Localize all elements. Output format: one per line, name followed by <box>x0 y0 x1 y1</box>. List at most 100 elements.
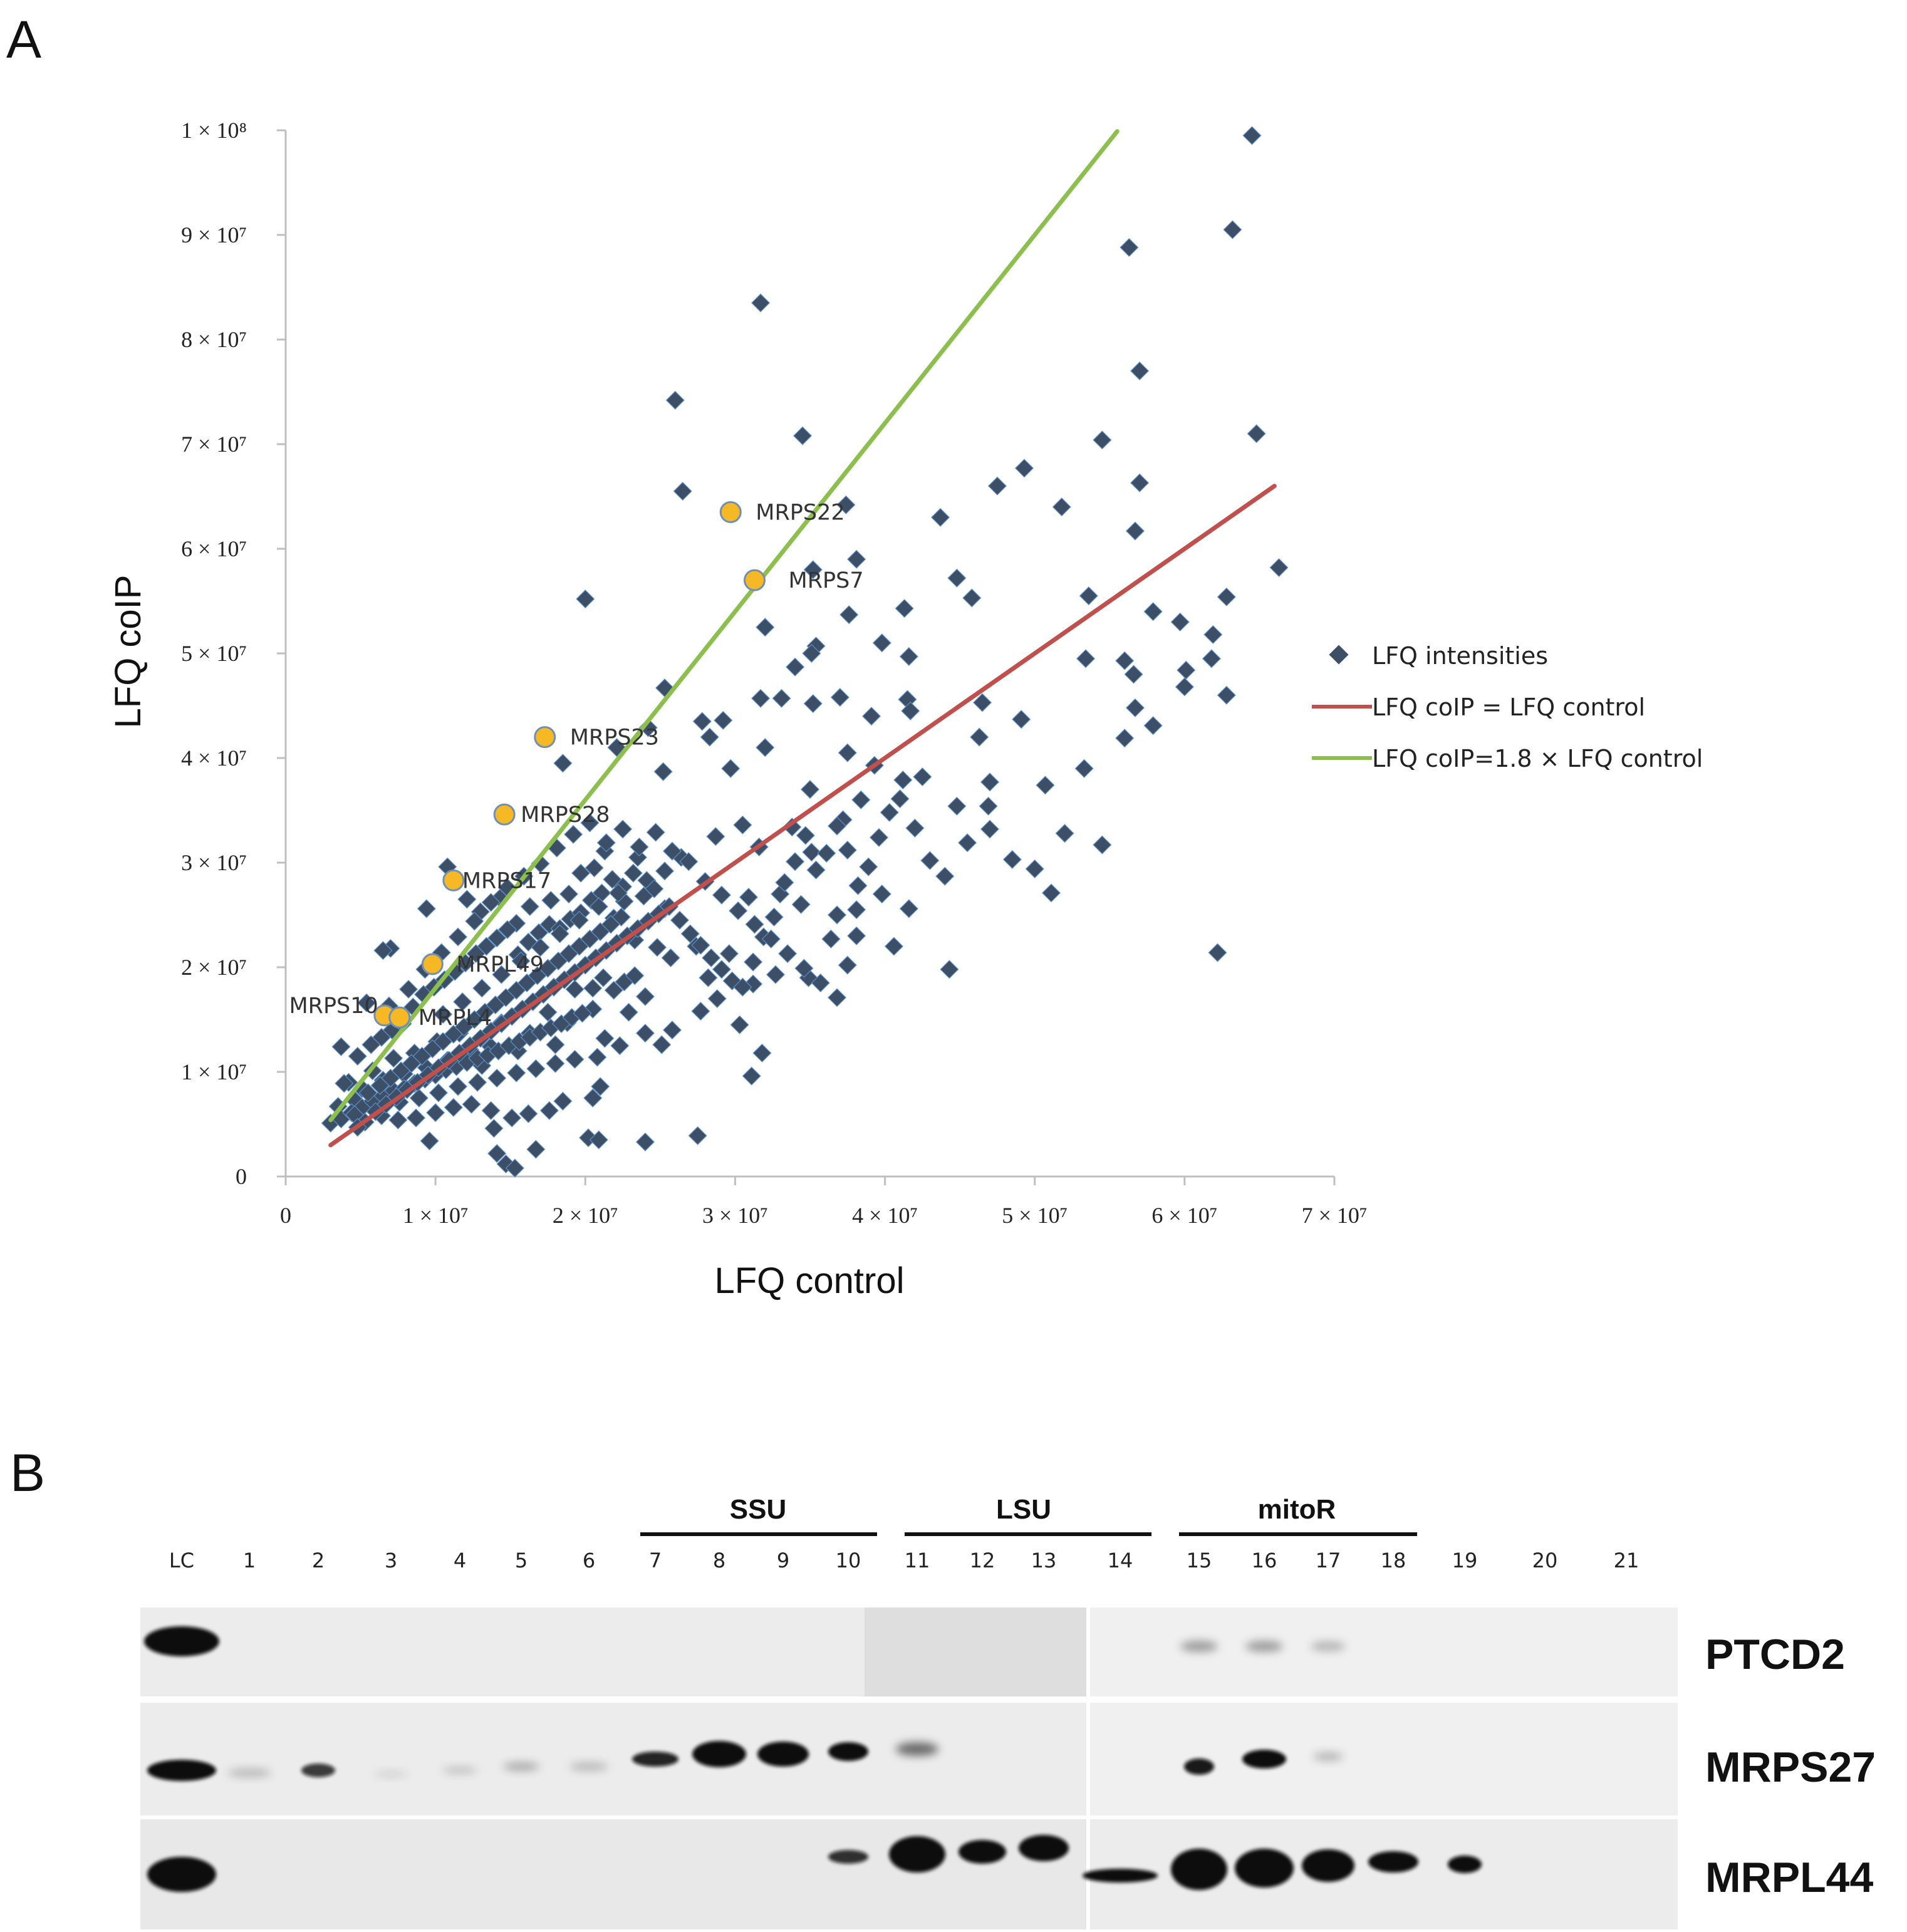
x-tick-label: 6 × 10⁷ <box>1151 1203 1217 1228</box>
x-tick-label: 2 × 10⁷ <box>553 1203 618 1228</box>
data-point <box>691 1002 710 1021</box>
data-point <box>429 1083 448 1103</box>
data-point <box>830 688 850 707</box>
data-point <box>481 1101 501 1120</box>
data-point <box>457 890 477 909</box>
band-mrps27-lane-4 <box>442 1767 477 1774</box>
data-point <box>477 937 496 956</box>
data-point <box>1036 776 1055 795</box>
data-point <box>962 588 982 608</box>
data-point <box>648 938 667 957</box>
data-point <box>434 1005 453 1024</box>
lane-label-11: 11 <box>905 1549 930 1572</box>
data-point <box>583 1088 603 1108</box>
data-point <box>838 955 857 975</box>
data-point <box>901 701 920 720</box>
data-point <box>1208 943 1227 962</box>
band-mrps27-lane-lc <box>147 1760 216 1781</box>
data-point <box>505 1158 524 1178</box>
data-point <box>1143 602 1163 621</box>
band-mrps27-lane-2 <box>301 1763 335 1777</box>
blot-background-left <box>140 1819 1086 1929</box>
data-point <box>593 968 613 987</box>
band-mrpl44-lane-lc <box>147 1857 216 1892</box>
data-point <box>1093 430 1112 450</box>
y-tick-label: 6 × 10⁷ <box>181 536 247 561</box>
blot-strip-ptcd2 <box>140 1607 1678 1696</box>
data-point <box>662 1021 682 1040</box>
data-point <box>806 860 826 880</box>
lane-label-12: 12 <box>970 1549 995 1572</box>
band-ptcd2-lane-16 <box>1245 1641 1283 1652</box>
data-point <box>980 819 999 839</box>
data-point <box>665 390 685 410</box>
data-point <box>585 858 604 878</box>
band-mrpl44-lane-15 <box>1171 1849 1227 1890</box>
protein-label-ptcd2: PTCD2 <box>1705 1631 1845 1678</box>
legend-label-equal-line: LFQ coIP = LFQ control <box>1372 693 1645 721</box>
data-point <box>803 694 823 714</box>
data-point <box>1074 759 1094 778</box>
data-point <box>465 911 484 931</box>
data-point <box>1203 625 1223 644</box>
data-point <box>373 941 393 960</box>
data-point <box>635 1024 655 1043</box>
band-ptcd2-lane-17 <box>1311 1641 1346 1651</box>
y-tick-label: 9 × 10⁷ <box>181 222 247 247</box>
data-point <box>782 818 802 837</box>
data-point <box>751 688 771 708</box>
data-point <box>1217 685 1236 705</box>
data-point <box>384 1049 403 1068</box>
y-tick-label: 3 × 10⁷ <box>181 850 247 875</box>
highlight-point-mrpl49 <box>421 953 444 975</box>
data-point <box>935 866 955 886</box>
lane-label-3: 3 <box>385 1549 397 1572</box>
data-point <box>803 560 823 579</box>
data-point <box>519 1104 538 1123</box>
lane-label-16: 16 <box>1252 1549 1277 1572</box>
data-point <box>838 743 857 762</box>
data-point <box>529 923 549 942</box>
data-point <box>468 1072 487 1092</box>
data-point <box>745 915 764 934</box>
data-point <box>1124 665 1143 684</box>
data-point <box>802 843 821 862</box>
data-point <box>407 1108 426 1128</box>
data-point <box>625 966 645 985</box>
data-point <box>931 507 950 527</box>
data-point <box>1002 849 1022 869</box>
data-point <box>591 1077 610 1096</box>
data-point <box>670 910 689 930</box>
lane-label-19: 19 <box>1452 1549 1478 1572</box>
data-point <box>444 1098 463 1117</box>
data-point <box>791 895 811 914</box>
lane-label-2: 2 <box>312 1549 325 1572</box>
x-tick-label: 7 × 10⁷ <box>1302 1203 1368 1228</box>
lane-label-8: 8 <box>713 1549 725 1572</box>
band-mrpl44-lane-14 <box>1083 1869 1158 1883</box>
data-point <box>409 1088 429 1108</box>
data-point <box>596 833 616 853</box>
data-point <box>828 816 847 836</box>
data-point <box>872 885 891 904</box>
data-point <box>778 944 798 963</box>
y-tick-labels: 0 1 × 10⁷ 2 × 10⁷ 3 × 10⁷ 4 × 10⁷ 5 × 10⁷ 6 × … <box>181 118 247 1189</box>
data-point <box>481 893 501 912</box>
group-label-lsu: LSU <box>996 1494 1051 1525</box>
blot-background-left <box>140 1703 1086 1815</box>
data-point <box>817 843 836 863</box>
x-tick-label: 0 <box>280 1203 291 1228</box>
data-point <box>947 796 967 816</box>
lane-label-14: 14 <box>1108 1549 1133 1572</box>
western-blot-panel: SSU LSU mitoR LC 1 2 3 4 5 6 7 8 9 10 11 12 13 14 15 16 1… <box>140 1494 1876 1929</box>
band-mrpl44-lane-17 <box>1302 1849 1354 1882</box>
data-point <box>652 1035 672 1054</box>
data-point <box>559 885 578 904</box>
band-mrps27-lane-6 <box>569 1762 608 1771</box>
data-point <box>884 937 903 956</box>
data-point <box>492 965 511 984</box>
data-point <box>1125 521 1145 541</box>
data-point <box>573 1004 592 1023</box>
data-point <box>619 1002 638 1022</box>
